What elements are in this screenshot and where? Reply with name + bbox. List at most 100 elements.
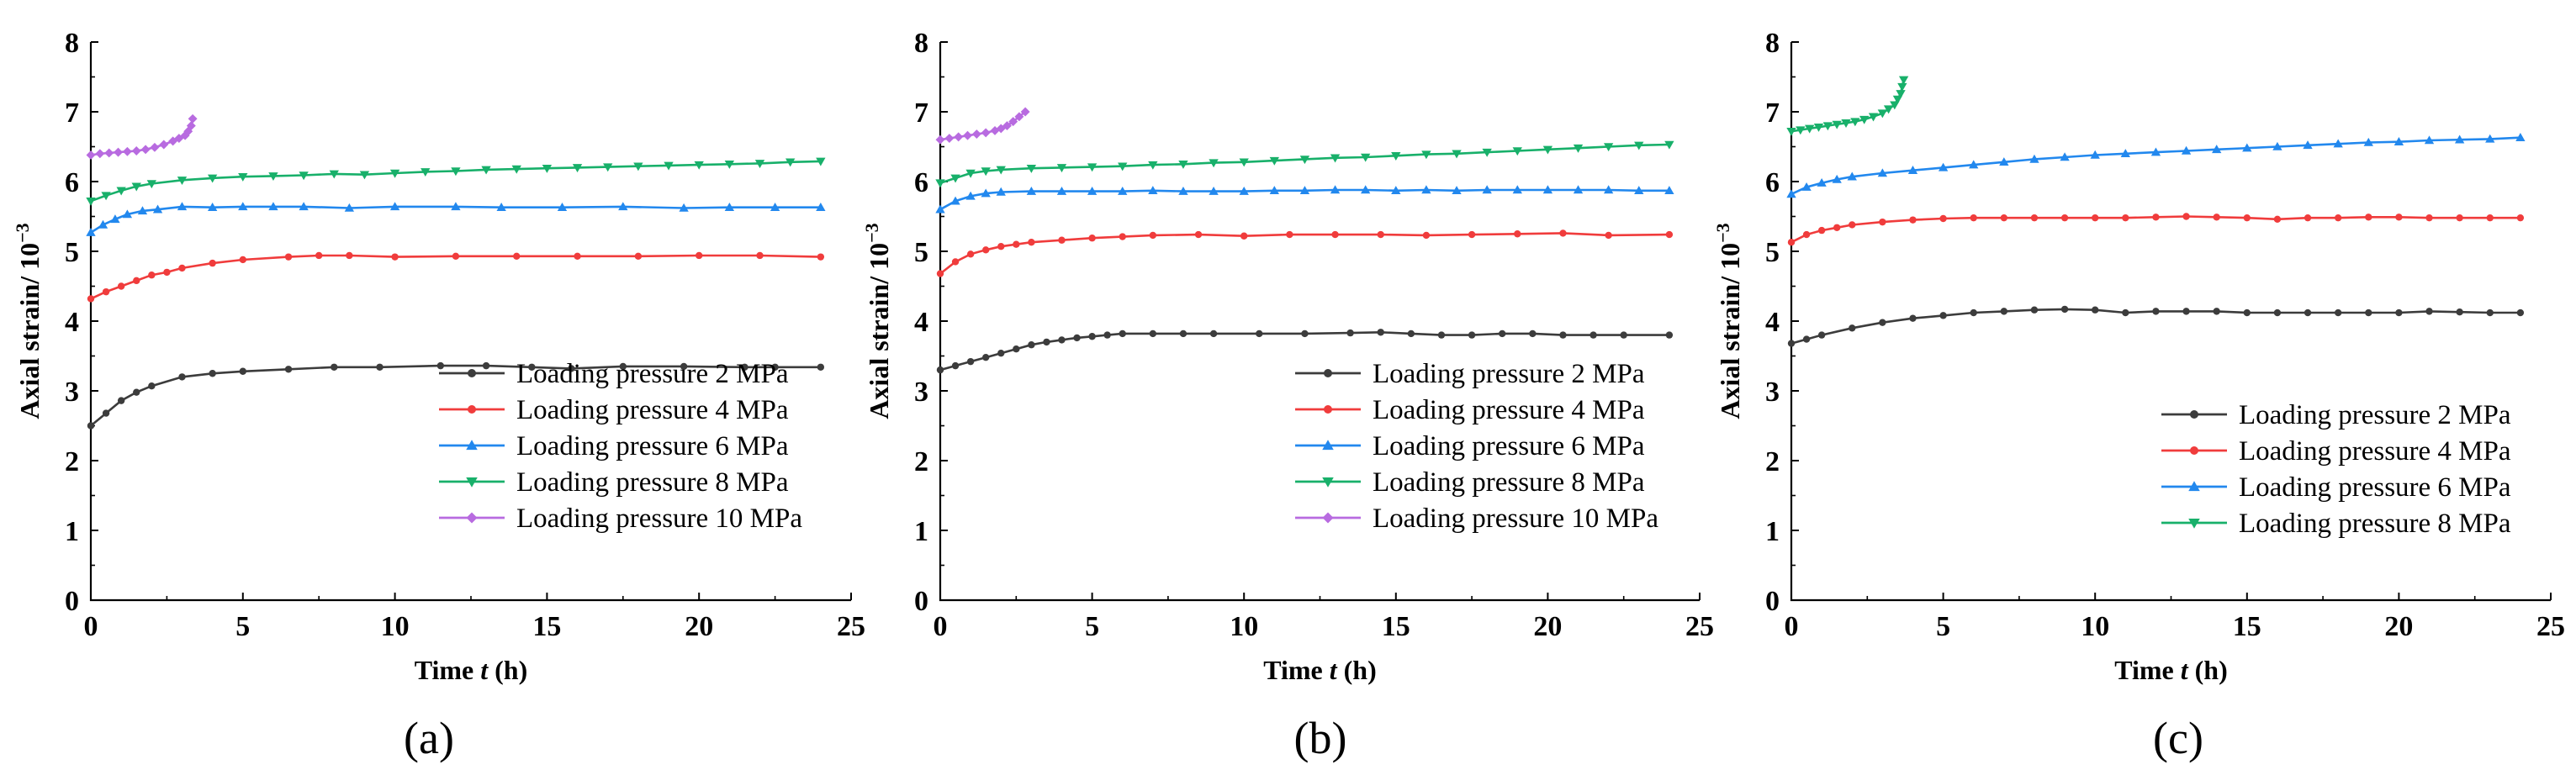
data-point (1118, 186, 1128, 195)
data-point (603, 163, 613, 172)
data-point (1088, 333, 1096, 340)
data-point (1437, 331, 1446, 339)
x-tick-label: 15 (2233, 611, 2261, 642)
data-point (816, 157, 826, 166)
data-point (1269, 186, 1279, 195)
data-point (572, 164, 583, 173)
data-point (1817, 226, 1826, 235)
data-point (122, 209, 133, 219)
data-point (2212, 145, 2222, 154)
data-point (98, 219, 108, 229)
data-point (315, 251, 323, 260)
y-tick-label: 1 (914, 516, 928, 547)
data-point (1148, 161, 1158, 170)
data-point (148, 382, 156, 390)
x-axis-label: Time t (h) (1263, 655, 1377, 685)
data-point (1802, 335, 1811, 343)
data-point (981, 167, 991, 177)
data-point (1879, 218, 1886, 226)
data-point (101, 192, 111, 201)
legend-marker (1322, 440, 1334, 451)
series-4 (1786, 76, 1909, 136)
data-point (542, 164, 553, 173)
legend-label: Loading pressure 8 MPa (2239, 509, 2511, 539)
data-point (2092, 306, 2099, 314)
data-point (2333, 139, 2343, 148)
data-point (1468, 230, 1476, 239)
x-tick-label: 10 (1230, 611, 1258, 642)
y-tick-label: 8 (914, 28, 928, 59)
data-point (95, 149, 105, 159)
series-line (1791, 136, 2520, 196)
data-point (816, 203, 826, 211)
data-point (1832, 174, 1842, 183)
x-tick-label: 25 (2536, 611, 2565, 642)
data-point (1970, 308, 1977, 317)
data-point (557, 203, 568, 211)
data-point (2090, 150, 2100, 159)
data-point (299, 202, 309, 211)
data-point (1542, 145, 1553, 155)
data-point (817, 363, 825, 371)
x-tick-label: 15 (1382, 611, 1410, 642)
data-point (679, 203, 689, 212)
y-tick-label: 5 (65, 237, 79, 268)
data-point (1391, 186, 1401, 195)
y-tick-label: 3 (65, 377, 79, 408)
data-point (1377, 230, 1384, 239)
data-point (1634, 186, 1644, 195)
data-point (452, 252, 460, 261)
data-point (2486, 308, 2494, 317)
data-point (1786, 127, 1796, 136)
data-point (1603, 185, 1614, 194)
panel-label: (b) (1294, 713, 1347, 763)
data-point (178, 264, 186, 272)
data-point (1058, 336, 1066, 344)
y-tick-label: 8 (1765, 28, 1780, 59)
x-tick-label: 0 (1785, 611, 1799, 642)
data-point (1801, 182, 1812, 191)
series-1 (936, 329, 1674, 374)
x-axis-label: Time t (h) (415, 655, 528, 685)
data-point (1850, 118, 1860, 127)
data-point (568, 365, 575, 372)
data-point (87, 422, 95, 430)
data-point (391, 253, 399, 261)
data-point (936, 366, 944, 374)
data-point (990, 125, 1000, 135)
data-point (1286, 230, 1293, 239)
series-5 (935, 107, 1030, 145)
data-point (131, 182, 141, 192)
data-point (950, 174, 960, 183)
data-point (1849, 324, 1856, 332)
data-point (1148, 186, 1158, 195)
data-point (178, 373, 186, 381)
data-point (2454, 134, 2465, 144)
y-tick-label: 6 (1765, 167, 1780, 198)
data-point (186, 121, 196, 131)
data-point (1802, 230, 1811, 239)
y-axis-label: Axial strain/ 10−3 (12, 223, 45, 419)
data-point (1026, 164, 1037, 173)
data-point (1634, 141, 1644, 150)
data-point (619, 362, 627, 371)
data-point (86, 197, 96, 206)
data-point (152, 204, 163, 214)
legend-marker (2190, 446, 2198, 455)
data-point (971, 129, 981, 140)
data-point (680, 362, 688, 371)
data-point (997, 242, 1005, 250)
chart-panel-2: 0 5 10 15 20 25 0 1 2 3 4 5 6 7 8 Time t (h) Axial strai… (861, 28, 1714, 763)
data-point (951, 361, 960, 370)
data-point (482, 361, 490, 370)
data-point (963, 130, 972, 140)
y-tick-label: 2 (914, 446, 928, 477)
data-point (1573, 144, 1584, 153)
data-point (2516, 214, 2525, 222)
legend-marker (2188, 518, 2200, 529)
data-point (2150, 147, 2161, 156)
x-axis-label: Time t (h) (2114, 655, 2228, 685)
legend: Loading pressure 2 MPa Loading pressure 4… (2161, 400, 2511, 539)
data-point (1391, 152, 1401, 161)
series-line (1791, 308, 2520, 345)
